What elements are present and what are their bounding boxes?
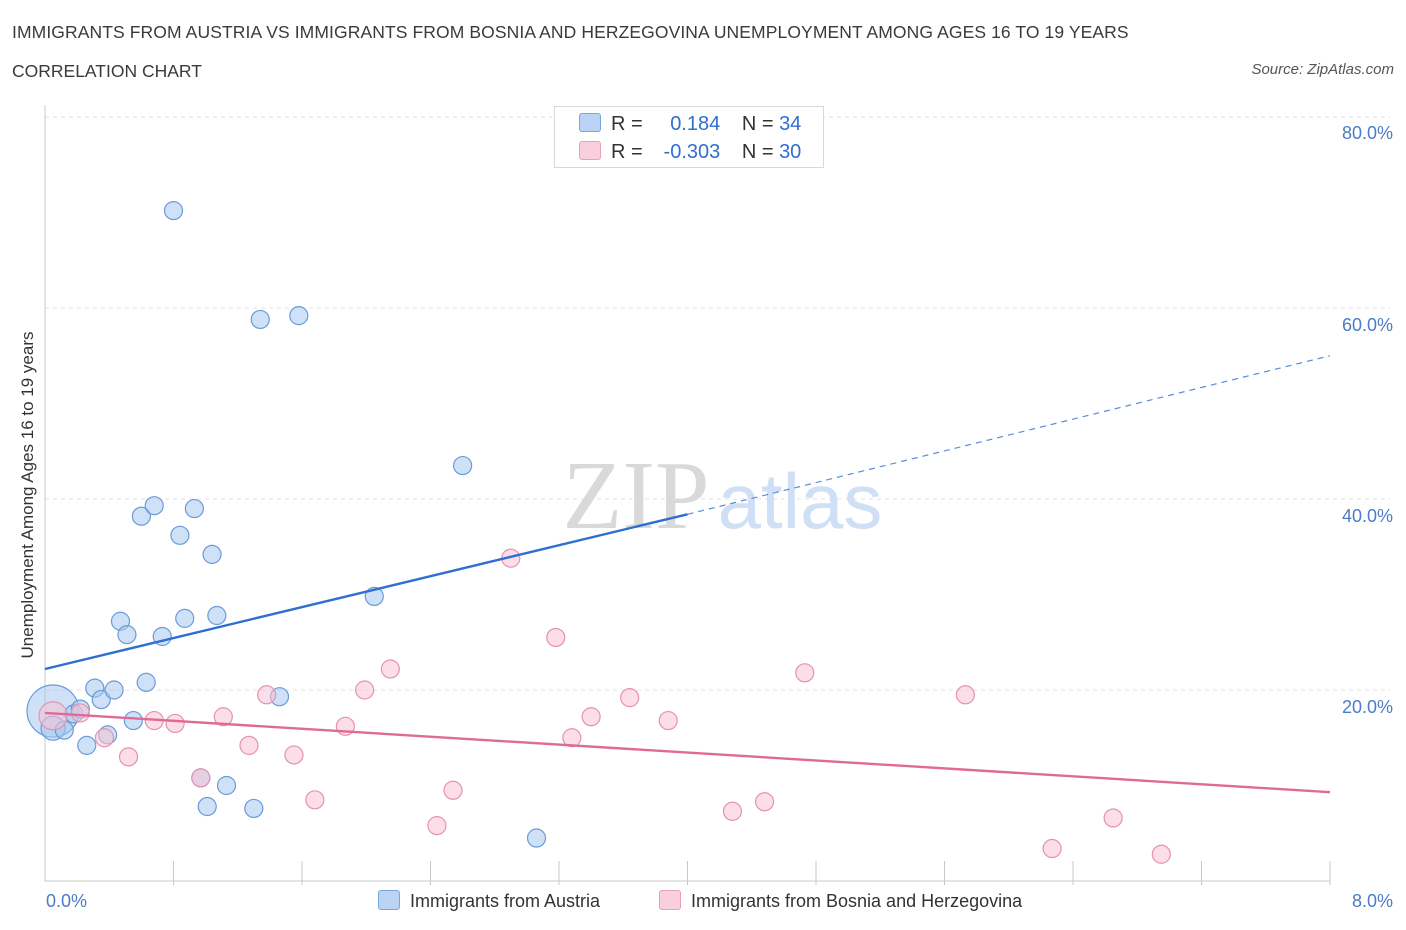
trend-lines: [44, 355, 1331, 794]
data-point-bosnia: [1103, 808, 1123, 828]
data-point-austria: [250, 309, 270, 330]
data-point-austria: [170, 525, 190, 545]
data-point-bosnia: [380, 659, 400, 679]
trend-line-austria-extrapolated: [687, 355, 1331, 515]
source-label: Source: ZipAtlas.com: [1251, 61, 1394, 78]
bottom-legend-swatch-austria: [378, 890, 400, 910]
bottom-legend-austria: Immigrants from Austria: [378, 890, 600, 912]
legend-n-value-austria: 34: [779, 113, 802, 135]
data-point-bosnia: [118, 747, 139, 767]
data-points: [26, 200, 1171, 864]
legend-n-label: N =: [741, 141, 774, 163]
watermark-zip: ZIP: [563, 442, 710, 550]
data-point-bosnia: [1151, 844, 1171, 864]
data-point-austria: [144, 496, 164, 516]
data-point-austria: [453, 455, 473, 476]
chart-title: IMMIGRANTS FROM AUSTRIA VS IMMIGRANTS FR…: [12, 22, 1129, 42]
data-point-austria: [117, 625, 137, 645]
data-point-bosnia: [305, 790, 325, 810]
trend-line-bosnia: [44, 711, 1331, 794]
data-point-bosnia: [213, 707, 233, 727]
data-point-austria: [123, 710, 143, 731]
data-point-bosnia: [239, 735, 259, 755]
data-point-austria: [244, 798, 264, 819]
bottom-legend-label-bosnia: Immigrants from Bosnia and Herzegovina: [691, 891, 1023, 911]
data-point-bosnia: [722, 801, 743, 821]
y-tick-label-80: 80.0%: [1341, 123, 1393, 143]
data-point-bosnia: [443, 780, 463, 800]
data-point-austria: [289, 306, 309, 326]
legend-row-bosnia: R = -0.303 N = 30: [579, 141, 801, 165]
data-point-bosnia: [427, 816, 447, 836]
x-tick-label-max: 8.0%: [1351, 891, 1393, 911]
grid-lines: [45, 116, 1390, 691]
data-point-austria: [197, 796, 217, 817]
trend-line-austria: [44, 513, 688, 671]
data-point-bosnia: [165, 713, 185, 734]
data-point-bosnia: [38, 701, 68, 731]
data-point-bosnia: [355, 680, 375, 700]
data-point-austria: [131, 506, 151, 526]
data-point-bosnia: [581, 707, 601, 727]
data-point-austria: [136, 672, 156, 692]
watermark-atlas: atlas: [718, 457, 883, 545]
data-point-austria: [184, 498, 204, 519]
data-point-austria: [216, 775, 237, 796]
data-point-austria: [104, 680, 124, 700]
correlation-legend: R = 0.184 N = 34 R = -0.303 N = 30: [554, 106, 824, 168]
data-point-bosnia: [1042, 838, 1062, 859]
chart-subtitle: CORRELATION CHART: [12, 61, 202, 81]
x-tick-label-min: 0.0%: [46, 891, 88, 911]
data-point-bosnia: [94, 728, 115, 748]
data-point-bosnia: [620, 688, 640, 708]
data-point-bosnia: [257, 685, 277, 705]
legend-swatch-austria: [579, 113, 601, 132]
data-point-austria: [175, 608, 195, 628]
data-point-bosnia: [70, 703, 90, 723]
bottom-legend-bosnia: Immigrants from Bosnia and Herzegovina: [659, 890, 1022, 912]
data-point-bosnia: [546, 627, 566, 648]
axes: [44, 105, 1331, 885]
data-point-bosnia: [955, 685, 975, 705]
watermark: ZIP atlas: [563, 442, 883, 550]
bottom-legend-swatch-bosnia: [659, 890, 681, 910]
data-point-bosnia: [191, 768, 211, 788]
y-tick-label-60: 60.0%: [1341, 315, 1393, 335]
data-point-bosnia: [284, 745, 304, 765]
data-point-austria: [526, 828, 547, 848]
bottom-legend-label-austria: Immigrants from Austria: [410, 891, 601, 911]
data-point-austria: [163, 200, 184, 221]
data-point-austria: [77, 735, 97, 755]
y-tick-label-40: 40.0%: [1341, 506, 1393, 526]
data-point-bosnia: [754, 792, 775, 812]
legend-n-value-bosnia: 30: [779, 141, 802, 163]
legend-row-austria: R = 0.184 N = 34: [579, 113, 801, 137]
legend-r-value-austria: 0.184: [670, 113, 721, 135]
data-point-austria: [202, 544, 222, 564]
data-point-bosnia: [658, 710, 678, 731]
data-point-bosnia: [562, 728, 582, 748]
legend-n-label: N =: [741, 113, 774, 135]
data-point-bosnia: [795, 663, 815, 683]
legend-r-label: R =: [611, 113, 643, 135]
legend-r-label: R =: [611, 141, 643, 163]
y-tick-label-20: 20.0%: [1341, 697, 1393, 717]
legend-swatch-bosnia: [579, 141, 601, 160]
data-point-austria: [91, 689, 111, 710]
legend-r-value-bosnia: -0.303: [663, 141, 721, 163]
data-point-austria: [207, 605, 227, 626]
